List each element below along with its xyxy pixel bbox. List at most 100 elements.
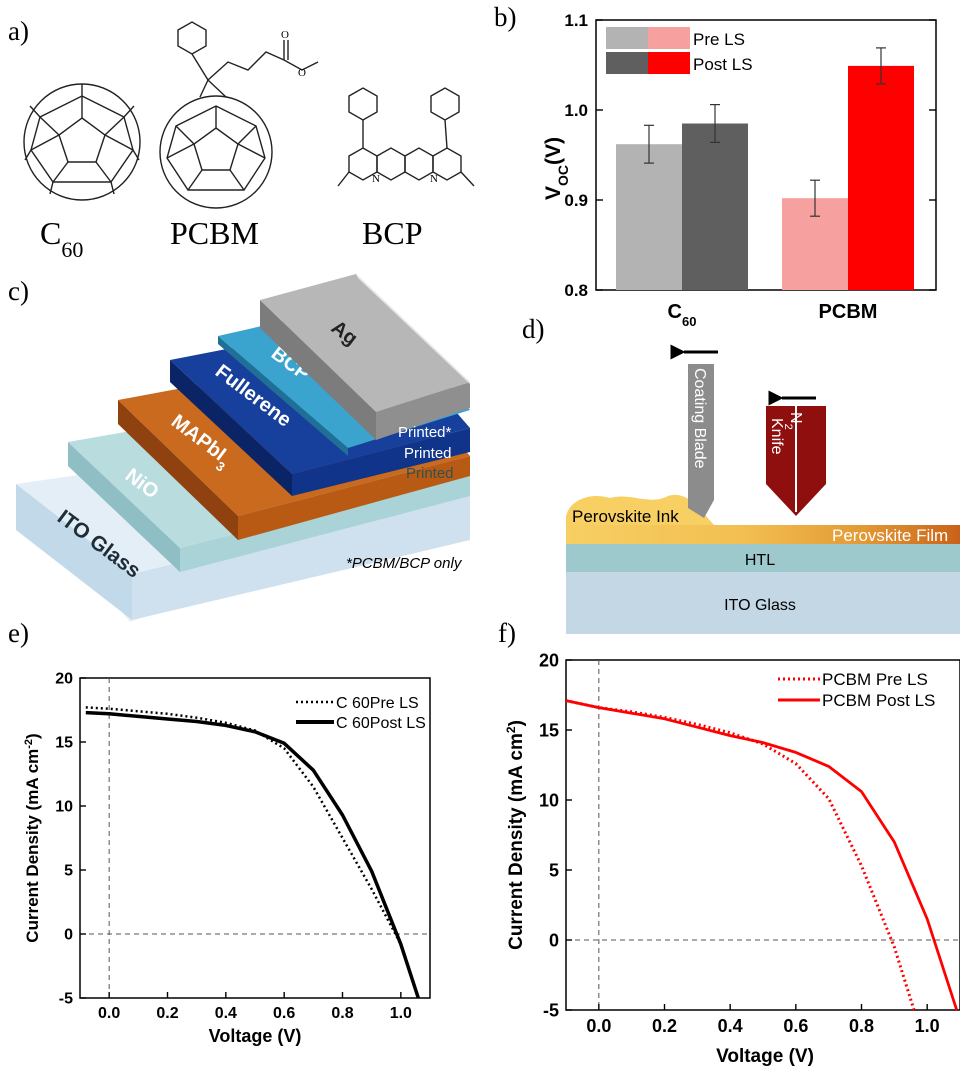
chart-e-series xyxy=(85,706,420,999)
ytick-label-0: 0.8 xyxy=(564,281,588,300)
layer-htl xyxy=(566,544,960,572)
legend-swatch-pcbm-pre xyxy=(648,27,690,49)
xtick-label-5: 1.0 xyxy=(390,1005,412,1022)
ytick-label-1: 0 xyxy=(549,930,559,950)
xtick-label-1: 0.2 xyxy=(652,1016,677,1036)
ytick-label-5: 20 xyxy=(539,650,559,670)
ytick-label-4: 15 xyxy=(539,720,559,740)
device-stack-diagram: ITO Glass NiO MAPbI3 Fullerene BCP xyxy=(16,274,470,622)
ytick-label-3: 1.1 xyxy=(564,11,588,30)
legend-label-c60-post: C 60Post LS xyxy=(336,715,426,732)
perovskite-film xyxy=(566,525,960,544)
chart-f-axes: 0.0 0.2 0.4 0.6 0.8 1.0 -5 0 5 10 15 20 xyxy=(539,650,960,1036)
xtick-label-4: 0.8 xyxy=(849,1016,874,1036)
knife-label: Knife xyxy=(768,418,785,455)
process-label-fullerene: Printed* xyxy=(398,424,452,441)
legend-label-pcbm-post: PCBM Post LS xyxy=(822,691,935,710)
panel-label-b: b) xyxy=(494,2,517,32)
ytick-label-3: 10 xyxy=(539,790,559,810)
legend-label-pcbm-pre: PCBM Pre LS xyxy=(822,670,928,689)
bcp-label: BCP xyxy=(362,215,422,251)
pcbm-structure xyxy=(159,21,319,209)
panel-label-e: e) xyxy=(8,618,29,648)
pcbm-label: PCBM xyxy=(170,215,259,251)
xtick-label-2: 0.4 xyxy=(215,1005,237,1022)
ytick-label-1: 0.9 xyxy=(564,191,588,210)
process-label-nio: Printed xyxy=(406,465,454,482)
series-line-0 xyxy=(85,706,420,999)
perovskite-ink xyxy=(566,494,714,544)
layer-ag: Ag xyxy=(260,274,470,440)
ytick-label-0: -5 xyxy=(59,991,73,1008)
chart-b-category-pcbm: PCBM xyxy=(819,301,878,323)
xtick-label-0: 0.0 xyxy=(98,1005,120,1022)
panel-label-c: c) xyxy=(8,276,29,306)
ytick-label-2: 1.0 xyxy=(564,101,588,120)
ytick-label-0: -5 xyxy=(543,1000,559,1020)
pcbm-o-atom-1: O xyxy=(281,29,289,41)
bcp-n-atom-1: N xyxy=(372,173,380,185)
coating-blade-label: Coating Blade xyxy=(691,368,708,469)
legend-label-c60-pre: C 60Pre LS xyxy=(336,695,419,712)
chart-b-bars xyxy=(616,47,914,291)
blade-coating-diagram: Coating Blade N2 Knife Perovskite Ink Pe… xyxy=(566,344,960,634)
bcp-n-atom-2: N xyxy=(430,173,438,185)
footnote-pcbm-bcp: *PCBM/BCP only xyxy=(346,555,463,572)
molecule-structures: C60 O O PCBM xyxy=(23,21,475,262)
htl-label: HTL xyxy=(745,552,775,569)
legend-swatch-pcbm-post xyxy=(648,52,690,74)
perovskite-film-label: Perovskite Film xyxy=(832,526,948,545)
legend-label-post: Post LS xyxy=(693,55,753,74)
substrate-ito-glass xyxy=(566,572,960,634)
chart-b-legend: Pre LS Post LS xyxy=(606,27,753,74)
series-line-1 xyxy=(565,699,959,1011)
c60-structure xyxy=(23,83,141,201)
chart-e-xlabel: Voltage (V) xyxy=(209,1026,302,1046)
chart-b-yticks: 0.8 0.9 1.0 1.1 xyxy=(564,11,936,300)
chart-f-frame xyxy=(565,659,960,1011)
chart-f-xlabel: Voltage (V) xyxy=(716,1046,814,1066)
chart-f-legend: PCBM Pre LS PCBM Post LS xyxy=(778,670,935,710)
chart-b-ylabel: VOC(V) xyxy=(542,137,571,200)
bar-c60-pre xyxy=(616,144,682,290)
legend-swatch-c60-pre xyxy=(606,27,648,49)
perovskite-ink-label: Perovskite Ink xyxy=(572,507,679,526)
xtick-label-4: 0.8 xyxy=(331,1005,353,1022)
ytick-label-1: 0 xyxy=(64,927,73,944)
chart-e-axes: 0.0 0.2 0.4 0.6 0.8 1.0 -5 0 5 10 15 20 xyxy=(55,671,430,1022)
xtick-label-5: 1.0 xyxy=(915,1016,940,1036)
chart-f-series xyxy=(565,699,959,1011)
xtick-label-3: 0.6 xyxy=(783,1016,808,1036)
bar-pcbm-post xyxy=(848,65,914,291)
panel-label-d: d) xyxy=(522,314,545,344)
ytick-label-2: 5 xyxy=(64,863,73,880)
chart-e-ylabel: Current Density (mA cm-2) xyxy=(23,733,42,942)
series-line-1 xyxy=(85,710,420,999)
n2-label: N2 xyxy=(782,412,804,430)
series-line-0 xyxy=(565,699,916,1011)
voc-bar-chart: 0.8 0.9 1.0 1.1 VOC(V) C60 PCBM Pre LS Post… xyxy=(542,11,937,329)
ytick-label-2: 5 xyxy=(549,860,559,880)
bcp-structure xyxy=(337,87,475,187)
xtick-label-1: 0.2 xyxy=(156,1005,178,1022)
ytick-label-3: 10 xyxy=(55,799,73,816)
panel-label-f: f) xyxy=(498,618,516,648)
chart-b-frame xyxy=(595,19,937,291)
chart-f-ylabel: Current Density (mA cm2) xyxy=(504,720,527,950)
ytick-label-5: 20 xyxy=(55,671,73,688)
chart-b-category-c60: C60 xyxy=(668,301,697,329)
legend-swatch-c60-post xyxy=(606,52,648,74)
pcbm-o-atom-2: O xyxy=(298,67,306,79)
xtick-label-0: 0.0 xyxy=(586,1016,611,1036)
xtick-label-2: 0.4 xyxy=(718,1016,743,1036)
jv-chart-pcbm: 0.0 0.2 0.4 0.6 0.8 1.0 -5 0 5 10 15 20 Voltage (V)… xyxy=(504,650,960,1066)
coating-blade xyxy=(688,364,714,518)
process-label-mapbi3: Printed xyxy=(404,445,452,462)
chart-e-frame xyxy=(79,677,431,999)
chart-e-legend: C 60Pre LS C 60Post LS xyxy=(296,695,426,732)
c60-label: C60 xyxy=(40,215,83,262)
bar-c60-post xyxy=(682,123,748,290)
ytick-label-4: 15 xyxy=(55,735,73,752)
xtick-label-3: 0.6 xyxy=(273,1005,295,1022)
